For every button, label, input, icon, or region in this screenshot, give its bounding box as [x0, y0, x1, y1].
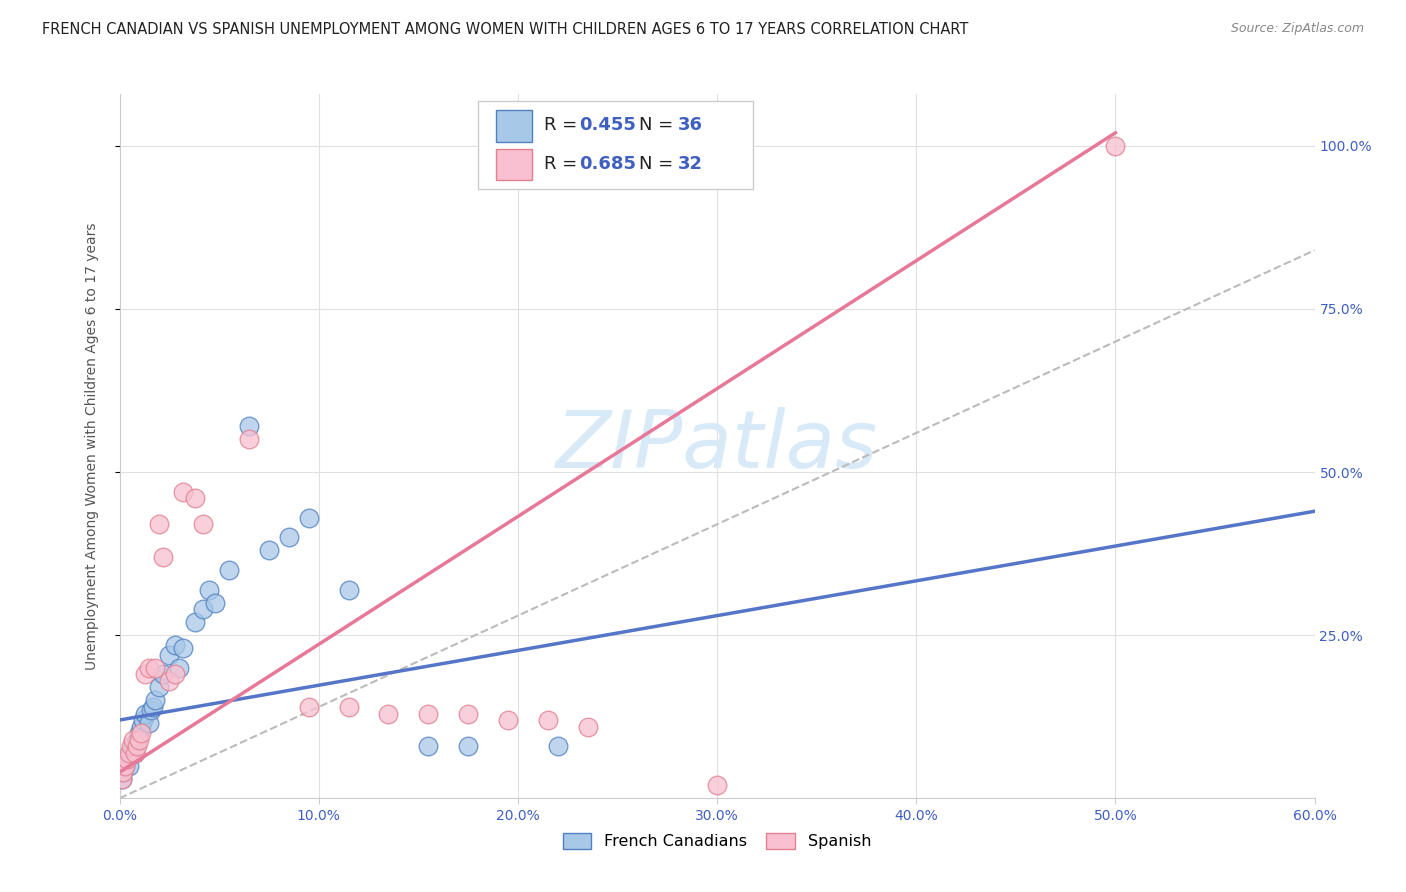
Point	[1104, 139, 1126, 153]
Point	[198, 582, 221, 597]
Text: R =: R =	[544, 155, 582, 173]
Point	[257, 543, 280, 558]
Point	[112, 765, 135, 780]
Text: 0.685: 0.685	[579, 155, 637, 173]
Point	[157, 673, 180, 688]
Point	[127, 732, 149, 747]
Text: R =: R =	[544, 116, 582, 135]
Point	[127, 739, 149, 753]
Point	[110, 772, 132, 786]
Point	[172, 641, 194, 656]
Point	[128, 726, 150, 740]
Point	[124, 746, 146, 760]
Point	[706, 778, 728, 792]
Point	[122, 739, 145, 753]
Point	[184, 491, 207, 506]
FancyBboxPatch shape	[496, 149, 531, 180]
Point	[131, 720, 153, 734]
Legend: French Canadians, Spanish: French Canadians, Spanish	[555, 825, 879, 857]
Point	[118, 758, 141, 772]
Point	[112, 765, 135, 780]
Point	[114, 758, 136, 772]
Point	[131, 726, 153, 740]
Point	[121, 739, 143, 753]
Point	[134, 706, 156, 721]
Text: ZIPatlas: ZIPatlas	[555, 407, 879, 485]
Point	[418, 706, 440, 721]
Point	[121, 746, 143, 760]
Point	[204, 596, 226, 610]
Point	[298, 510, 321, 524]
Point	[238, 419, 260, 434]
Point	[165, 667, 187, 681]
Point	[145, 661, 166, 675]
Point	[191, 517, 215, 532]
Point	[238, 433, 260, 447]
Point	[114, 758, 136, 772]
Text: N =: N =	[640, 155, 679, 173]
Point	[277, 530, 299, 544]
Point	[377, 706, 399, 721]
Point	[576, 720, 599, 734]
Point	[148, 517, 170, 532]
Point	[142, 700, 165, 714]
Point	[298, 700, 321, 714]
Text: 36: 36	[678, 116, 703, 135]
Point	[337, 582, 360, 597]
Point	[418, 739, 440, 753]
Point	[117, 752, 139, 766]
Point	[145, 693, 166, 707]
Point	[457, 739, 479, 753]
Point	[134, 667, 156, 681]
Point	[138, 661, 160, 675]
Point	[128, 732, 150, 747]
Point	[152, 667, 174, 681]
Point	[337, 700, 360, 714]
Point	[110, 772, 132, 786]
Point	[132, 713, 155, 727]
FancyBboxPatch shape	[496, 110, 531, 142]
Point	[117, 752, 139, 766]
Text: N =: N =	[640, 116, 679, 135]
Point	[496, 713, 519, 727]
Text: 0.455: 0.455	[579, 116, 637, 135]
Point	[191, 602, 215, 616]
Point	[218, 563, 240, 577]
Point	[457, 706, 479, 721]
Y-axis label: Unemployment Among Women with Children Ages 6 to 17 years: Unemployment Among Women with Children A…	[84, 222, 98, 670]
Point	[152, 549, 174, 564]
Point	[118, 746, 141, 760]
Point	[169, 661, 191, 675]
Point	[141, 703, 163, 717]
Point	[547, 739, 569, 753]
Point	[184, 615, 207, 630]
Point	[165, 638, 187, 652]
Point	[122, 732, 145, 747]
Point	[148, 681, 170, 695]
Point	[157, 648, 180, 662]
Point	[124, 746, 146, 760]
Point	[172, 484, 194, 499]
Text: Source: ZipAtlas.com: Source: ZipAtlas.com	[1230, 22, 1364, 36]
FancyBboxPatch shape	[478, 101, 754, 189]
Point	[138, 716, 160, 731]
Point	[537, 713, 560, 727]
Text: FRENCH CANADIAN VS SPANISH UNEMPLOYMENT AMONG WOMEN WITH CHILDREN AGES 6 TO 17 Y: FRENCH CANADIAN VS SPANISH UNEMPLOYMENT …	[42, 22, 969, 37]
Text: 32: 32	[678, 155, 703, 173]
